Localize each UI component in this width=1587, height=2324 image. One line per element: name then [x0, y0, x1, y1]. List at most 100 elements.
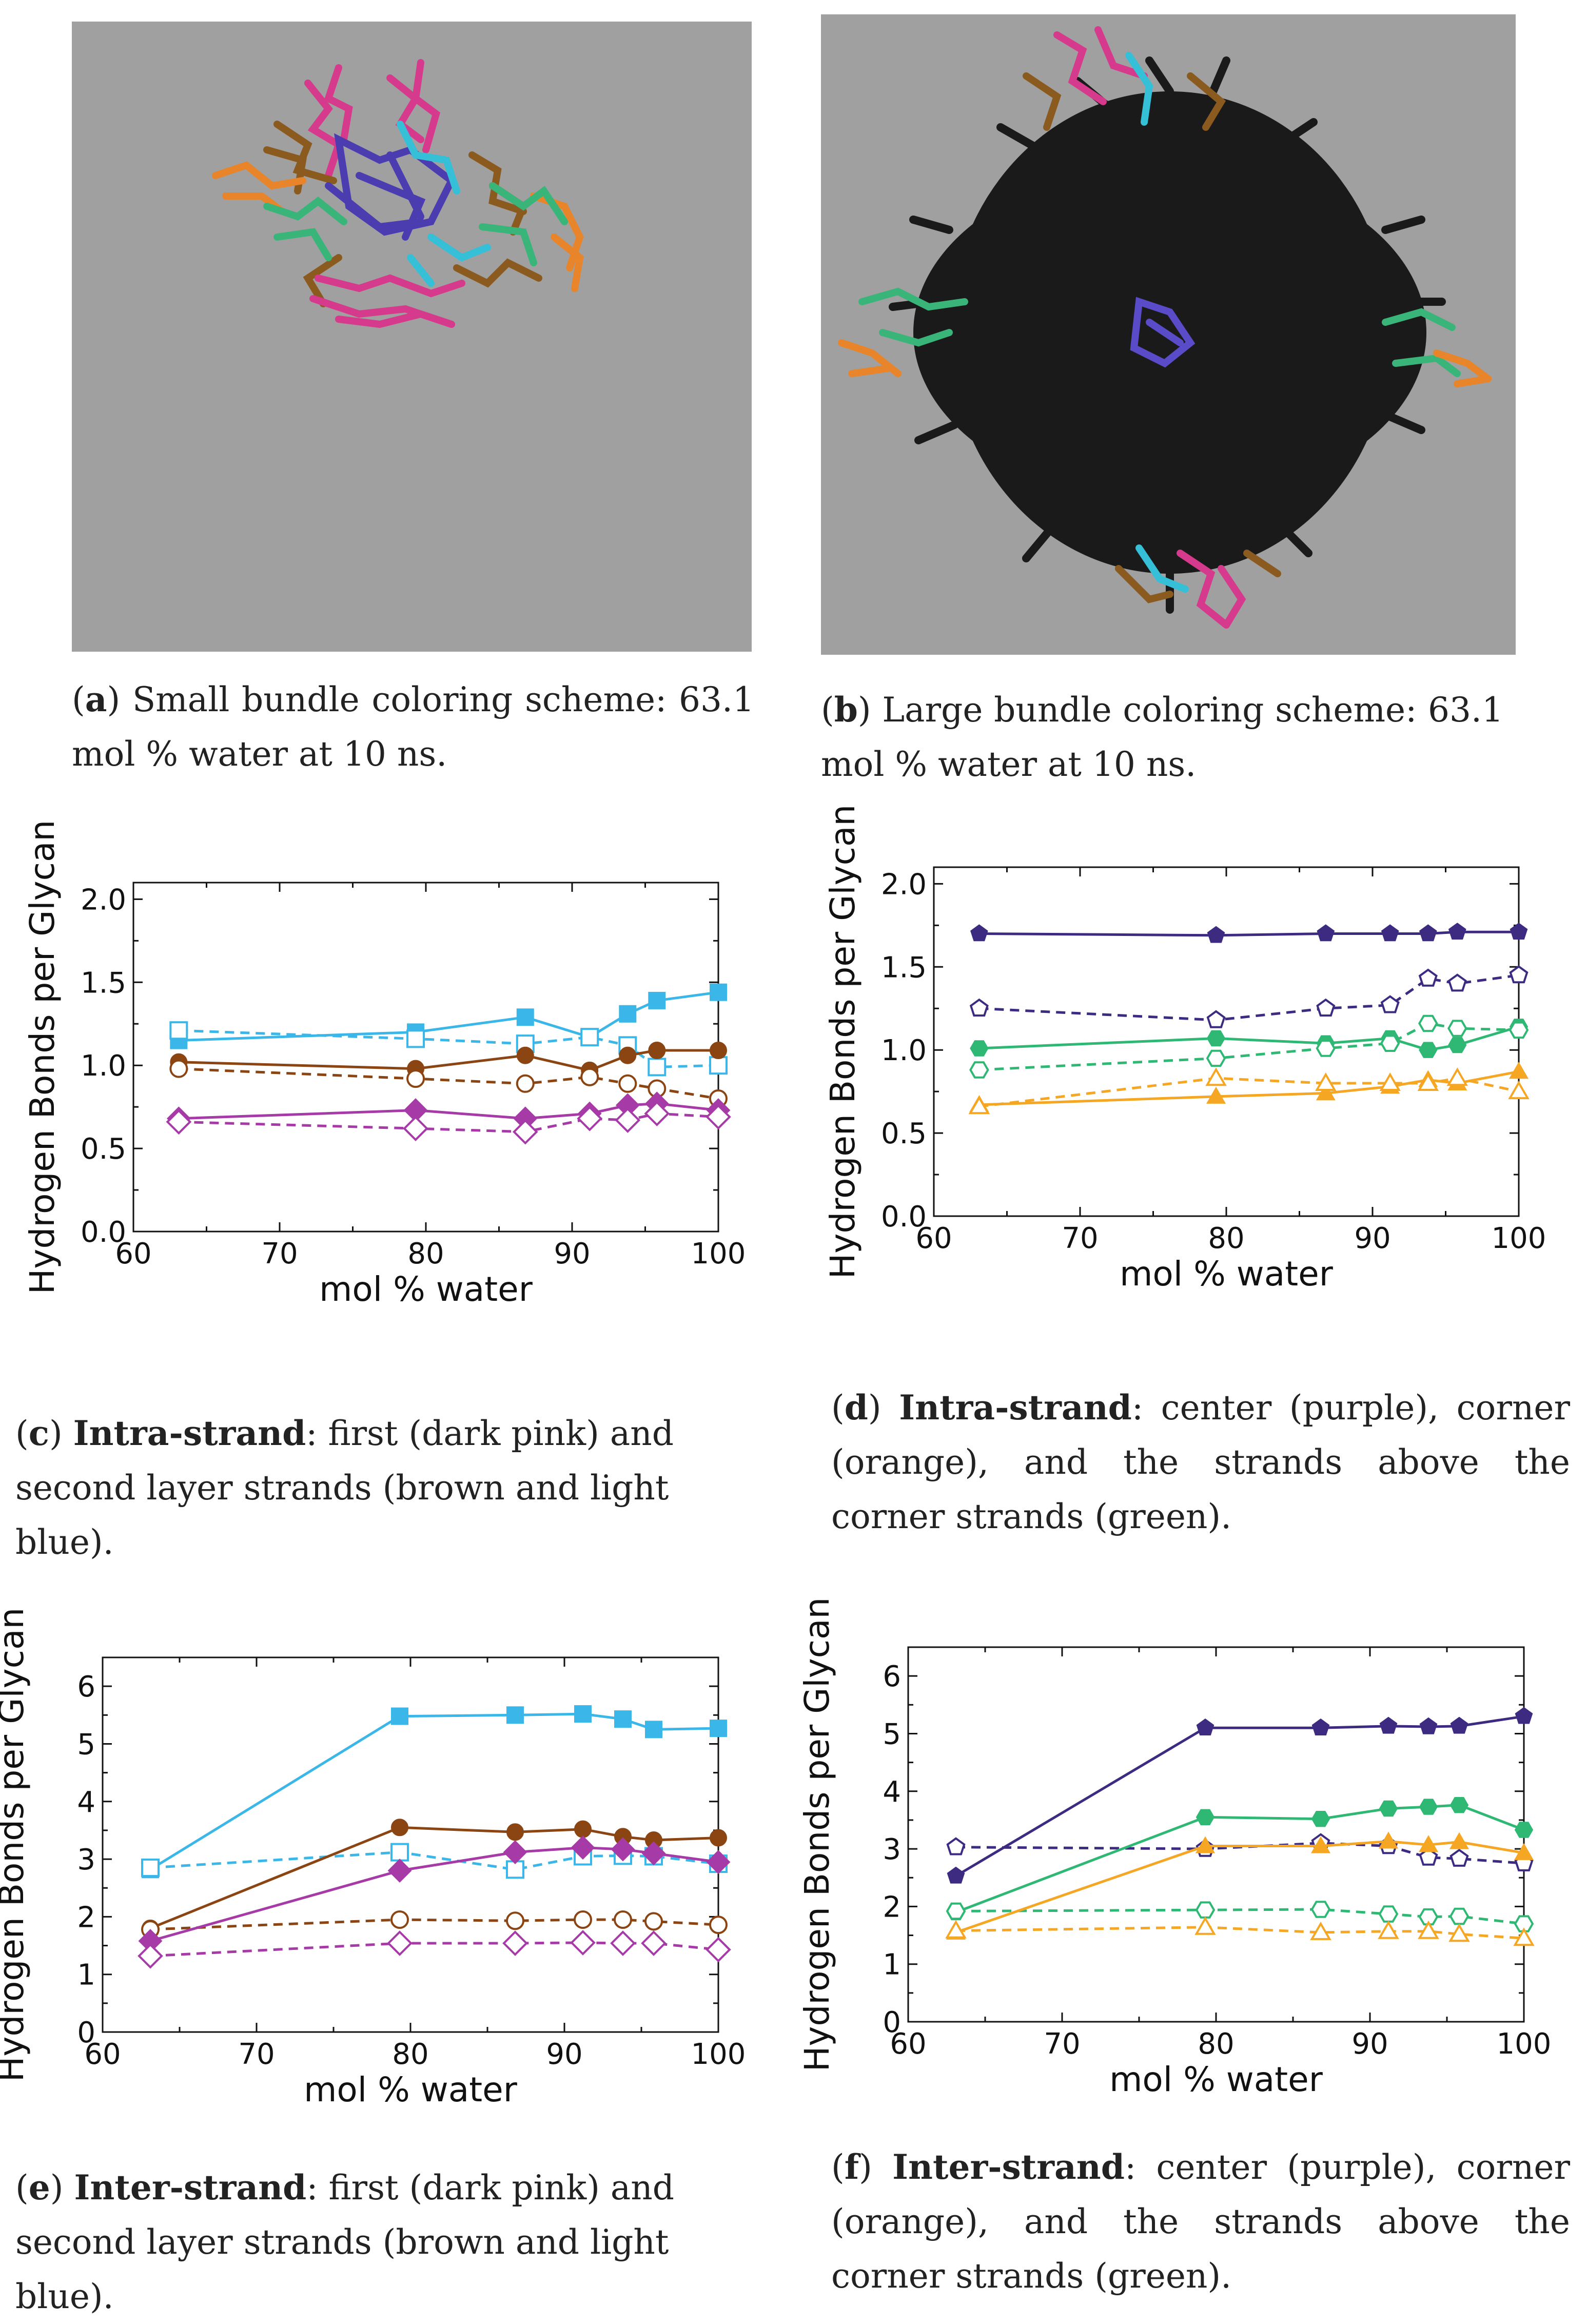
caption-f-bold: Inter-strand	[892, 2147, 1125, 2187]
data-point	[1418, 968, 1438, 987]
x-tick-label: 60	[890, 2027, 926, 2061]
caption-b: (b) Large bundle coloring scheme: 63.1 m…	[821, 690, 1503, 784]
caption-d: (d) Intra-strand: center (purple), corne…	[831, 1388, 1570, 1536]
data-point	[1315, 1072, 1337, 1091]
caption-b-letter: b	[834, 690, 858, 730]
series-purple-dashed	[946, 1833, 1534, 1871]
series-light_blue-solid	[142, 1705, 727, 1879]
caption-f: (f) Inter-strand: center (purple), corne…	[831, 2147, 1570, 2296]
data-point	[516, 1074, 535, 1093]
x-axis-label: mol % water	[304, 2070, 518, 2110]
data-point	[1196, 1809, 1215, 1825]
data-point	[947, 1866, 965, 1884]
series-brown-solid	[142, 1819, 727, 1937]
data-point	[614, 1910, 632, 1929]
series-line	[955, 1715, 1524, 1878]
x-tick-label: 70	[261, 1237, 298, 1271]
data-point	[1514, 1915, 1534, 1932]
data-point	[1311, 1811, 1330, 1827]
data-point	[644, 1912, 663, 1931]
chart-c-svg: 60 70 80 90 100 mol % water 0.0 0.5 1.0 1.5 2.0 Hyd…	[23, 820, 746, 1309]
data-point	[390, 1843, 409, 1862]
data-point	[1206, 1030, 1226, 1047]
data-point	[1419, 924, 1437, 942]
data-point	[709, 1056, 728, 1075]
series-green-dashed	[969, 1014, 1529, 1079]
y-tick-label: 1.0	[81, 1049, 126, 1083]
data-point	[391, 1707, 408, 1725]
data-point	[138, 1943, 163, 1969]
panel-a-image	[72, 22, 752, 652]
caption-b-text: Large bundle coloring scheme: 63.1 mol %…	[821, 690, 1503, 784]
data-point	[1508, 1021, 1529, 1039]
caption-a-text: Small bundle coloring scheme: 63.1 mol %…	[72, 680, 754, 774]
y-tick-label: 2	[77, 1901, 95, 1934]
y-tick-label: 4	[77, 1786, 95, 1819]
series-purple-dashed	[969, 965, 1529, 1028]
series-line	[179, 1029, 719, 1068]
x-tick-label: 70	[1062, 1222, 1098, 1255]
data-point	[1448, 1037, 1467, 1053]
caption-e: (e) Inter-strand: first (dark pink) and …	[15, 2167, 675, 2316]
data-point	[611, 1837, 635, 1862]
data-point	[641, 1841, 666, 1866]
data-point	[169, 1059, 188, 1078]
chart-c: 60 70 80 90 100 mol % water 0.0 0.5 1.0 1.5 2.0 Hyd…	[0, 795, 780, 1360]
x-tick-label: 70	[238, 2038, 275, 2071]
x-tick-label: 100	[1497, 2027, 1552, 2061]
series-orange-solid	[946, 1831, 1534, 1940]
data-point	[969, 1061, 989, 1079]
data-point	[970, 1040, 989, 1057]
x-tick-label: 90	[554, 1237, 590, 1271]
y-tick-label: 1.5	[881, 951, 927, 984]
data-point	[706, 1850, 731, 1874]
data-point	[969, 998, 989, 1017]
x-tick-label: 80	[1208, 1222, 1244, 1255]
x-axis-label: mol % water	[319, 1270, 533, 1309]
y-tick-label: 3	[77, 1843, 95, 1877]
x-axis: 60 70 80 90 100 mol % water	[115, 883, 746, 1309]
data-point	[1446, 1067, 1468, 1086]
data-point	[1514, 1843, 1534, 1860]
data-point	[1508, 1081, 1530, 1100]
caption-c-text: : first (dark pink) and second layer str…	[15, 1414, 674, 1562]
data-point	[502, 1930, 528, 1956]
data-point	[1417, 1072, 1439, 1091]
series-line	[150, 1851, 719, 1871]
panel-b-image	[821, 14, 1516, 655]
purple-center	[1130, 297, 1196, 368]
data-point	[710, 1042, 727, 1060]
brown-strands	[1023, 72, 1281, 603]
data-point	[1418, 1920, 1439, 1939]
data-point	[503, 1840, 527, 1865]
caption-a: (a) Small bundle coloring scheme: 63.1 m…	[72, 679, 754, 774]
data-point	[1418, 1835, 1439, 1852]
y-axis: 0.0 0.5 1.0 1.5 2.0 Hydrogen Bonds per Glycan	[23, 820, 718, 1294]
data-point	[1419, 1042, 1438, 1058]
data-point	[1378, 1831, 1399, 1849]
data-point	[1379, 1716, 1398, 1734]
caption-d-bold: Intra-strand	[899, 1388, 1132, 1428]
data-point	[710, 1720, 727, 1737]
chart-d: 60 70 80 90 100 mol % water 0.0 0.5 1.0 1.5 2.0 Hyd…	[800, 780, 1587, 1344]
data-point	[1513, 1927, 1535, 1946]
data-point	[506, 1706, 524, 1724]
data-point	[580, 1028, 599, 1047]
series-line	[150, 1826, 719, 1930]
series-line	[979, 1070, 1519, 1106]
y-axis-label: Hydrogen Bonds per Glycan	[823, 805, 863, 1279]
data-point	[1509, 965, 1529, 984]
series-light_blue-dashed	[141, 1843, 728, 1879]
small-bundle-render	[212, 59, 584, 328]
data-point	[1448, 923, 1466, 940]
data-point	[1515, 1707, 1533, 1724]
y-tick-label: 0.5	[881, 1117, 927, 1150]
y-tick-label: 1	[77, 1959, 95, 1992]
data-point	[577, 1105, 603, 1131]
data-point	[946, 1837, 966, 1856]
x-axis: 60 70 80 90 100 mol % water	[890, 1647, 1551, 2099]
data-point	[1316, 998, 1336, 1017]
x-tick-label: 90	[546, 2038, 582, 2071]
data-point	[1510, 923, 1528, 940]
chart-f-svg: 60 70 80 90 100 mol % water 0 1 2 3 4 5 6 Hydrogen Bo…	[797, 1597, 1551, 2099]
